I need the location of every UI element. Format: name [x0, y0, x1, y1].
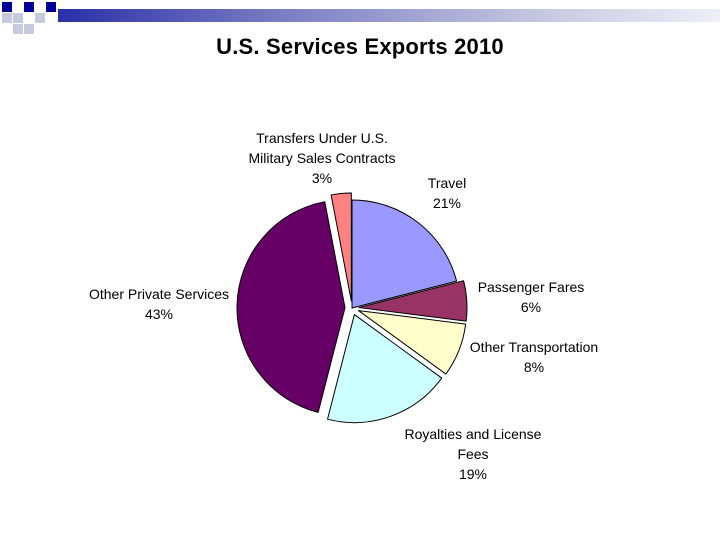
header-square	[35, 13, 45, 23]
slide-header-decoration	[2, 2, 720, 34]
pie-slice-passenger-fares	[358, 280, 468, 322]
data-label: Other Transportation 8%	[470, 339, 598, 375]
header-square	[13, 24, 23, 34]
pie-slice-travel	[351, 199, 458, 309]
data-label: Royalties and License Fees 19%	[405, 426, 542, 482]
header-square	[2, 13, 12, 23]
header-square	[46, 2, 56, 12]
header-square	[24, 24, 34, 34]
header-square	[13, 2, 23, 12]
data-label: Passenger Fares 6%	[478, 279, 585, 315]
header-square	[2, 2, 12, 12]
pie-slice-other-transportation	[358, 310, 467, 375]
pie-slice-royalties-and-license-fees	[327, 314, 443, 424]
header-square	[24, 13, 34, 23]
header-square	[13, 13, 23, 23]
data-label: Travel 21%	[428, 175, 466, 211]
pie-slice-other-private-services	[236, 201, 346, 413]
header-gradient-bar	[58, 9, 720, 22]
data-label: Other Private Services 43%	[89, 286, 229, 322]
pie-slice-transfers-under-u-s-military-sales-contracts	[330, 192, 352, 302]
data-label: Transfers Under U.S. Military Sales Contr…	[248, 130, 395, 186]
chart-title: U.S. Services Exports 2010	[216, 34, 504, 59]
header-square	[24, 2, 34, 12]
header-square	[35, 2, 45, 12]
